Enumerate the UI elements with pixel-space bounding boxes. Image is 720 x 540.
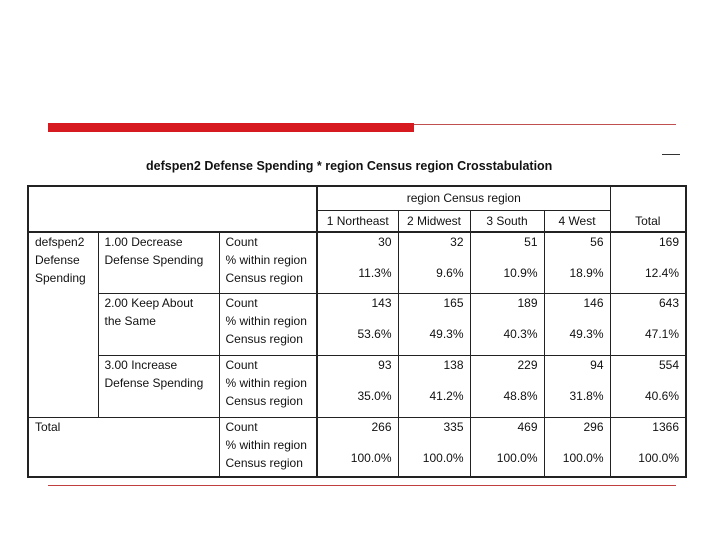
total-cell: 169 12.4% bbox=[609, 232, 687, 293]
data-cell: 51 10.9% bbox=[469, 232, 544, 293]
total-cell: 1366 100.0% bbox=[609, 417, 687, 478]
crosstab-title: defspen2 Defense Spending * region Censu… bbox=[146, 159, 553, 173]
data-cell: 189 40.3% bbox=[469, 292, 544, 355]
data-cell: 165 49.3% bbox=[397, 292, 470, 355]
stat-label-cell: Count % within region Census region bbox=[218, 354, 317, 418]
data-cell: 229 48.8% bbox=[469, 354, 544, 418]
row-category-label: 2.00 Keep About the Same bbox=[97, 292, 219, 355]
data-cell: 32 9.6% bbox=[397, 232, 470, 293]
data-cell: 143 53.6% bbox=[316, 292, 398, 355]
stat-label-cell: Count % within region Census region bbox=[218, 232, 317, 293]
header-corner-lower bbox=[27, 210, 317, 233]
data-cell: 56 18.9% bbox=[543, 232, 610, 293]
data-cell: 146 49.3% bbox=[543, 292, 610, 355]
total-header: Total bbox=[609, 210, 687, 233]
total-cell: 554 40.6% bbox=[609, 354, 687, 418]
row-category-label: 1.00 Decrease Defense Spending bbox=[97, 232, 219, 293]
header-corner bbox=[27, 185, 317, 210]
data-cell: 138 41.2% bbox=[397, 354, 470, 418]
data-cell: 296 100.0% bbox=[543, 417, 610, 478]
stat-label-cell: Count % within region Census region bbox=[218, 292, 317, 355]
stat-label-cell: Count % within region Census region bbox=[218, 417, 317, 478]
data-cell: 266 100.0% bbox=[316, 417, 398, 478]
total-header-top bbox=[609, 185, 687, 210]
row-category-label: 3.00 Increase Defense Spending bbox=[97, 354, 219, 418]
data-cell: 335 100.0% bbox=[397, 417, 470, 478]
total-cell: 643 47.1% bbox=[609, 292, 687, 355]
slide-bottom-line bbox=[48, 485, 676, 486]
slide-accent-line bbox=[414, 124, 676, 125]
slide-accent-bar bbox=[48, 123, 414, 132]
column-group-header: region Census region bbox=[316, 185, 610, 211]
total-row-label: Total bbox=[27, 417, 219, 478]
corner-mark bbox=[662, 154, 680, 155]
column-header: 2 Midwest bbox=[397, 210, 470, 233]
column-header: 3 South bbox=[469, 210, 544, 233]
crosstab-table: region Census region 1 Northeast 2 Midwe… bbox=[27, 185, 687, 478]
column-header: 4 West bbox=[543, 210, 610, 233]
data-cell: 30 11.3% bbox=[316, 232, 398, 293]
data-cell: 94 31.8% bbox=[543, 354, 610, 418]
column-header: 1 Northeast bbox=[316, 210, 398, 233]
data-cell: 93 35.0% bbox=[316, 354, 398, 418]
row-variable-label: defspen2 Defense Spending bbox=[27, 232, 98, 418]
data-cell: 469 100.0% bbox=[469, 417, 544, 478]
